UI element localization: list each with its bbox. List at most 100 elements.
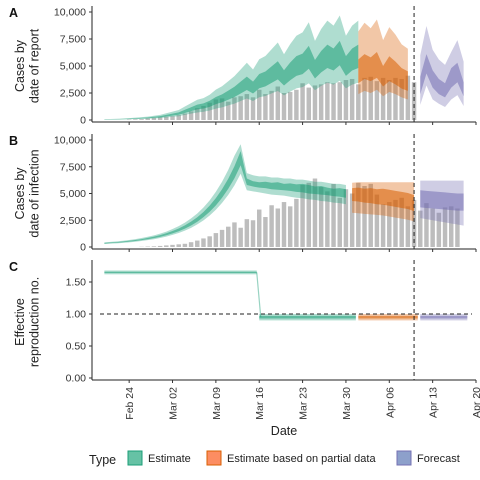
y-axis-title-line: Effective xyxy=(13,298,27,346)
x-tick-label: Mar 16 xyxy=(254,387,266,420)
data-bar xyxy=(170,116,175,120)
estimate-band-outer xyxy=(104,15,359,120)
data-bar xyxy=(275,86,281,120)
data-bar xyxy=(257,89,262,120)
data-bar xyxy=(399,78,404,120)
data-bar xyxy=(399,197,404,247)
data-bar xyxy=(176,244,181,247)
data-bar xyxy=(176,115,181,120)
data-bar xyxy=(164,116,169,120)
data-bar xyxy=(325,191,330,247)
y-tick-label: 1.00 xyxy=(66,309,87,321)
data-bar xyxy=(263,94,268,120)
data-bar xyxy=(164,245,169,247)
y-axis-title: Effectivereproduction no. xyxy=(13,277,41,367)
data-bar xyxy=(188,111,194,120)
data-bar xyxy=(219,98,225,120)
data-bar xyxy=(356,182,361,247)
data-bar xyxy=(201,105,206,120)
data-bar xyxy=(244,219,250,247)
data-bar xyxy=(294,198,299,247)
data-bar xyxy=(318,84,324,120)
data-bar xyxy=(393,77,398,120)
data-bar xyxy=(312,85,318,120)
estimate-band-inner xyxy=(104,40,359,120)
data-bar xyxy=(306,87,311,120)
panel-tag-a: A xyxy=(9,6,18,20)
data-bar xyxy=(331,83,336,120)
y-axis-title-line: Cases by xyxy=(13,167,27,220)
data-bar xyxy=(356,84,361,120)
data-bar xyxy=(380,204,386,247)
data-bar xyxy=(349,193,355,247)
partial-band-inner xyxy=(352,187,415,212)
data-bar xyxy=(188,242,194,247)
data-bar xyxy=(411,199,417,247)
y-tick-label: 0 xyxy=(80,242,86,254)
data-bar xyxy=(275,208,281,247)
y-tick-label: 0.00 xyxy=(66,373,87,385)
data-bar xyxy=(368,76,373,120)
x-axis-title: Date xyxy=(271,424,297,438)
legend: Type Estimate Estimate based on partial da… xyxy=(89,450,460,467)
data-bar xyxy=(219,229,225,247)
data-bar xyxy=(133,119,138,120)
data-bar xyxy=(201,238,206,247)
x-tick-label: Mar 09 xyxy=(211,387,223,420)
y-tick-label: 10,000 xyxy=(54,7,86,19)
data-bar xyxy=(331,183,336,247)
data-bar xyxy=(281,93,287,120)
data-bar xyxy=(157,117,163,120)
data-bar xyxy=(170,244,175,247)
data-bar xyxy=(232,222,237,247)
data-bar xyxy=(213,233,219,247)
data-bar xyxy=(393,199,398,247)
data-bar xyxy=(430,208,435,247)
panel-tag-b: B xyxy=(9,134,18,148)
data-bar xyxy=(343,80,349,120)
y-tick-label: 5,000 xyxy=(60,61,86,73)
data-bar xyxy=(250,97,256,120)
y-axis-title-line: date of infection xyxy=(27,149,41,237)
data-bar xyxy=(349,78,355,120)
data-bar xyxy=(287,91,293,120)
x-tick-label: Mar 23 xyxy=(298,387,310,420)
data-bar xyxy=(405,206,411,247)
legend-label: Estimate based on partial data xyxy=(227,453,376,465)
data-bar xyxy=(213,99,219,120)
r-step-line xyxy=(256,272,262,318)
data-bar xyxy=(269,90,274,120)
data-bar xyxy=(226,101,231,120)
data-bar xyxy=(157,245,163,247)
data-bar xyxy=(312,178,318,247)
data-bar xyxy=(455,208,460,247)
data-bar xyxy=(238,96,243,120)
data-bar xyxy=(182,113,188,120)
r-band-inner xyxy=(259,315,356,319)
data-bar xyxy=(139,119,144,120)
data-bar xyxy=(387,202,392,247)
data-bar xyxy=(374,194,380,247)
data-bar xyxy=(151,117,157,120)
data-bar xyxy=(368,183,373,247)
x-tick-label: Apr 06 xyxy=(384,387,396,418)
data-bar xyxy=(207,236,212,247)
data-bar xyxy=(263,217,268,247)
y-tick-label: 10,000 xyxy=(54,135,86,147)
data-bar xyxy=(195,240,200,247)
y-axis-title-line: reproduction no. xyxy=(27,277,41,367)
data-bar xyxy=(318,187,324,247)
y-tick-label: 2,500 xyxy=(60,215,86,227)
x-tick-label: Feb 24 xyxy=(124,387,136,420)
data-bar xyxy=(337,197,342,247)
r-band-inner xyxy=(104,271,257,274)
y-tick-label: 0.50 xyxy=(66,341,87,353)
r-band-inner xyxy=(358,315,418,319)
y-tick-label: 7,500 xyxy=(60,34,86,46)
data-bar xyxy=(337,82,342,120)
estimate-band-outer xyxy=(104,144,346,244)
data-bar xyxy=(287,206,293,247)
data-bar xyxy=(418,210,423,247)
